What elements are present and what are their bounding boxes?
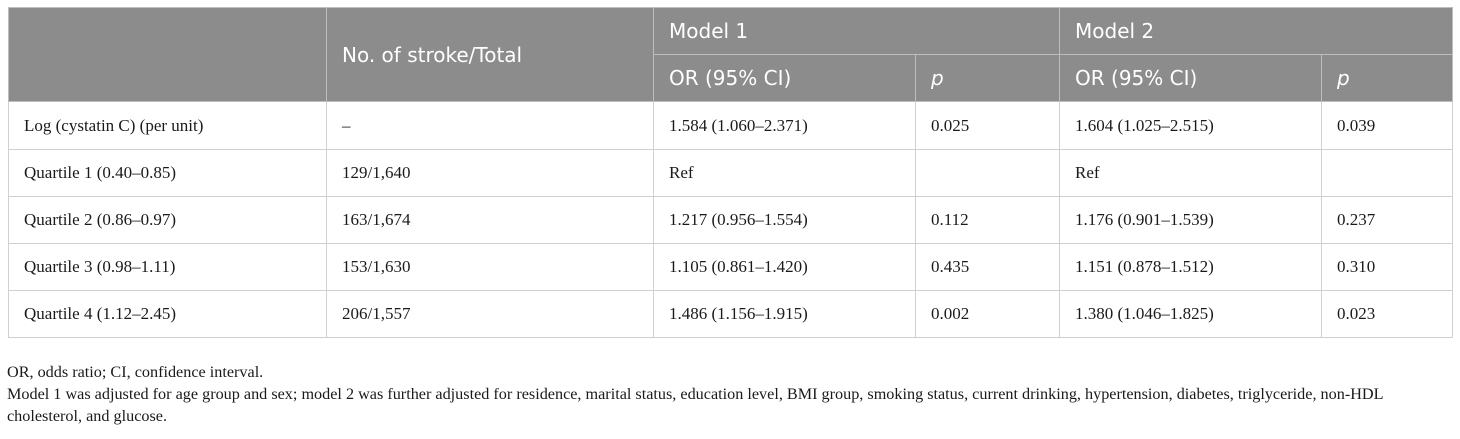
stroke-total-cell: 153/1,630: [326, 243, 654, 291]
header-or-model1: OR (95% CI): [653, 54, 916, 102]
p-model1-cell: 0.002: [914, 290, 1061, 338]
row-label: Quartile 4 (1.12–2.45): [8, 290, 327, 338]
p-model2-cell: 0.039: [1321, 101, 1454, 150]
or-model1-cell: Ref: [653, 149, 916, 197]
header-row-2: OR (95% CI) p OR (95% CI) p: [9, 54, 1454, 102]
p-model2-cell: 0.237: [1321, 196, 1454, 244]
footnote-abbreviations: OR, odds ratio; CI, confidence interval.: [7, 363, 264, 381]
table-row: Quartile 1 (0.40–0.85) 129/1,640 Ref Ref: [8, 149, 1454, 197]
header-p-model1: p: [914, 54, 1061, 102]
or-model2-cell: 1.151 (0.878–1.512): [1059, 243, 1323, 291]
table-row: Quartile 4 (1.12–2.45) 206/1,557 1.486 (…: [8, 290, 1454, 338]
header-model-2: Model 2: [1059, 7, 1454, 55]
stroke-total-cell: 206/1,557: [326, 290, 654, 338]
or-model2-cell: 1.604 (1.025–2.515): [1059, 101, 1323, 150]
or-model1-cell: 1.105 (0.861–1.420): [653, 243, 916, 291]
table-row: Log (cystatin C) (per unit) – 1.584 (1.0…: [8, 101, 1454, 150]
p-model2-cell: 0.310: [1321, 243, 1454, 291]
p-model2-cell: [1321, 149, 1454, 197]
table-row: Quartile 3 (0.98–1.11) 153/1,630 1.105 (…: [8, 243, 1454, 291]
header-p-model2: p: [1321, 54, 1454, 102]
table-row: Quartile 2 (0.86–0.97) 163/1,674 1.217 (…: [8, 196, 1454, 244]
results-table: No. of stroke/Total Model 1 Model 2 OR (…: [8, 7, 1454, 338]
header-stroke-total: No. of stroke/Total: [326, 7, 654, 102]
stroke-total-cell: 163/1,674: [326, 196, 654, 244]
p-model1-cell: 0.025: [914, 101, 1061, 150]
row-label: Log (cystatin C) (per unit): [8, 101, 327, 150]
table-body: Log (cystatin C) (per unit) – 1.584 (1.0…: [8, 101, 1454, 338]
p-model2-cell: 0.023: [1321, 290, 1454, 338]
or-model2-cell: 1.380 (1.046–1.825): [1059, 290, 1323, 338]
stroke-total-cell: –: [326, 101, 654, 150]
row-label: Quartile 1 (0.40–0.85): [8, 149, 327, 197]
p-model1-cell: [914, 149, 1061, 197]
p-model1-cell: 0.112: [914, 196, 1061, 244]
results-table-container: No. of stroke/Total Model 1 Model 2 OR (…: [8, 7, 1454, 338]
or-model2-cell: 1.176 (0.901–1.539): [1059, 196, 1323, 244]
footnote-model-adjustments: Model 1 was adjusted for age group and s…: [7, 385, 1383, 425]
stroke-total-cell: 129/1,640: [326, 149, 654, 197]
or-model2-cell: Ref: [1059, 149, 1323, 197]
header-or-model2: OR (95% CI): [1059, 54, 1323, 102]
row-label: Quartile 3 (0.98–1.11): [8, 243, 327, 291]
header-row-1: No. of stroke/Total Model 1 Model 2: [8, 7, 1454, 102]
or-model1-cell: 1.584 (1.060–2.371): [653, 101, 916, 150]
table-footnotes: OR, odds ratio; CI, confidence interval.…: [7, 361, 1455, 427]
header-empty-cell: [8, 7, 327, 102]
p-model1-cell: 0.435: [914, 243, 1061, 291]
row-label: Quartile 2 (0.86–0.97): [8, 196, 327, 244]
table-header: No. of stroke/Total Model 1 Model 2 OR (…: [8, 7, 1454, 102]
header-model-1: Model 1: [652, 7, 1061, 55]
or-model1-cell: 1.217 (0.956–1.554): [653, 196, 916, 244]
or-model1-cell: 1.486 (1.156–1.915): [653, 290, 916, 338]
